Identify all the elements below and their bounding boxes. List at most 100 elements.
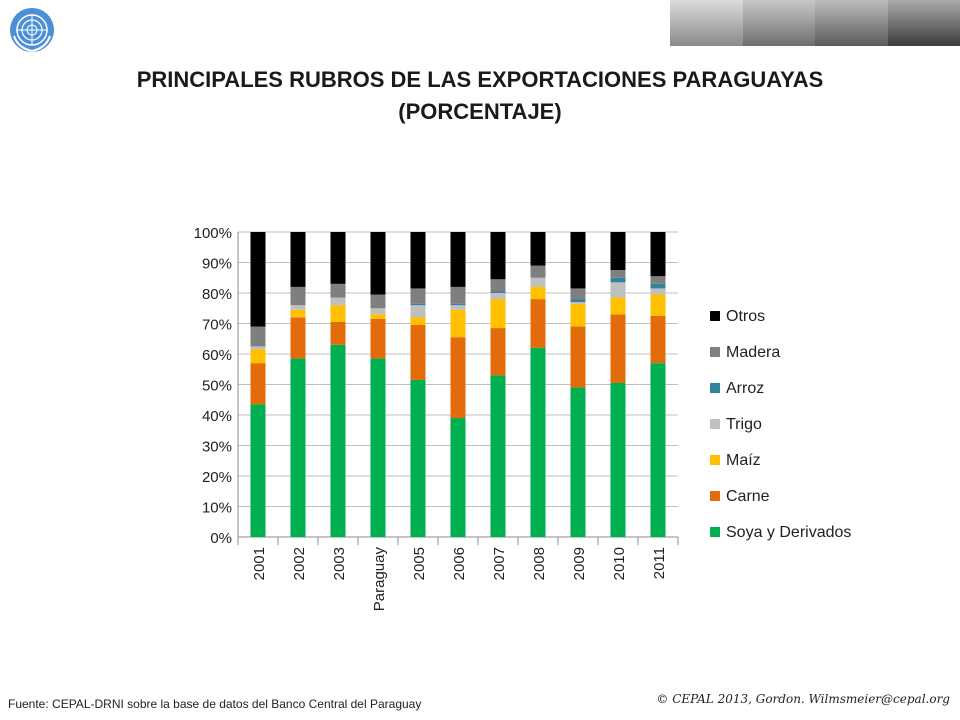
bar-segment <box>250 363 266 405</box>
bar-segment <box>370 294 386 309</box>
bar-segment <box>570 299 586 303</box>
credit-note: © CEPAL 2013, Gordon. Wilmsmeier@cepal.o… <box>656 692 950 706</box>
bar-segment <box>650 294 666 316</box>
bar-segment <box>570 303 586 327</box>
legend-label: Otros <box>726 308 765 325</box>
source-note: Fuente: CEPAL-DRNI sobre la base de dato… <box>8 697 422 711</box>
y-tick-label: 60% <box>202 347 232 364</box>
legend-label: Madera <box>726 344 780 361</box>
bar-segment <box>650 288 666 295</box>
bar-segment <box>410 325 426 380</box>
y-tick-label: 100% <box>194 225 232 242</box>
bar-segment <box>330 344 346 537</box>
bar-segment <box>250 232 266 327</box>
y-tick-label: 40% <box>202 408 232 425</box>
bar-segment <box>290 317 306 359</box>
bar-segment <box>290 309 306 318</box>
x-tick-label: 2005 <box>411 547 428 580</box>
bar-segment <box>490 375 506 537</box>
bar-segment <box>490 279 506 292</box>
bar-segment <box>370 308 386 315</box>
x-tick-label: 2006 <box>451 547 468 580</box>
bar-segment <box>610 270 626 278</box>
bar-segment <box>450 286 466 304</box>
bar-segment <box>290 286 306 306</box>
x-tick-label: 2010 <box>611 547 628 580</box>
bar-segment <box>450 303 466 306</box>
bar-segment <box>290 305 306 310</box>
bar-segment <box>450 337 466 419</box>
legend-swatch <box>710 347 720 357</box>
bar-segment <box>650 232 666 277</box>
bar-segment <box>570 326 586 388</box>
title-line-2: (PORCENTAJE) <box>398 99 562 124</box>
y-tick-label: 50% <box>202 378 232 395</box>
x-tick-label: Paraguay <box>371 547 388 612</box>
bar-segment <box>450 305 466 310</box>
legend-label: Carne <box>726 488 770 505</box>
x-tick-label: 2007 <box>491 547 508 580</box>
bar-segment <box>650 276 666 284</box>
legend-swatch <box>710 491 720 501</box>
bar-segment <box>610 277 626 283</box>
bar-segment <box>330 283 346 298</box>
bar-segment <box>370 232 386 295</box>
bar-segment <box>450 309 466 338</box>
legend-swatch <box>710 311 720 321</box>
bar-segment <box>530 286 546 300</box>
bar-segment <box>370 314 386 319</box>
y-tick-label: 70% <box>202 317 232 334</box>
bar-segment <box>530 347 546 537</box>
bar-segment <box>410 232 426 289</box>
bar-segment <box>650 315 666 364</box>
un-emblem-icon <box>10 8 54 53</box>
y-tick-label: 80% <box>202 286 232 303</box>
bar-segment <box>290 358 306 537</box>
bar-segment <box>330 321 346 345</box>
x-tick-label: 2011 <box>651 547 668 579</box>
bar-segment <box>410 379 426 537</box>
x-tick-label: 2002 <box>291 547 308 580</box>
bar-segment <box>410 305 426 318</box>
bar-segment <box>250 326 266 347</box>
bar-segment <box>650 363 666 537</box>
legend-swatch <box>710 419 720 429</box>
bar-segment <box>410 288 426 304</box>
y-tick-label: 10% <box>202 500 232 517</box>
bar-segment <box>330 297 346 306</box>
bar-segment <box>370 318 386 359</box>
bar-segment <box>610 297 626 315</box>
bar-segment <box>330 305 346 322</box>
x-tick-label: 2009 <box>571 547 588 580</box>
bar-segment <box>570 232 586 289</box>
bar-segment <box>570 387 586 537</box>
y-tick-label: 30% <box>202 439 232 456</box>
bar-segment <box>330 232 346 284</box>
bar-segment <box>530 232 546 266</box>
bar-segment <box>450 418 466 537</box>
bar-segment <box>410 317 426 326</box>
bar-segment <box>610 382 626 537</box>
bar-segment <box>290 232 306 287</box>
bar-segment <box>530 299 546 348</box>
bar-segment <box>490 291 506 293</box>
bar-segment <box>370 358 386 537</box>
header-port-photos <box>670 0 960 46</box>
x-tick-label: 2003 <box>331 547 348 580</box>
bar-segment <box>570 288 586 300</box>
bar-segment <box>490 299 506 329</box>
page-title: PRINCIPALES RUBROS DE LAS EXPORTACIONES … <box>0 64 960 128</box>
bar-segment <box>250 349 266 364</box>
bar-segment <box>250 346 266 350</box>
bar-segment <box>530 265 546 278</box>
y-tick-label: 20% <box>202 469 232 486</box>
bar-segment <box>530 277 546 287</box>
bar-segment <box>610 282 626 298</box>
bar-segment <box>650 283 666 289</box>
legend-swatch <box>710 383 720 393</box>
legend-swatch <box>710 527 720 537</box>
legend-label: Soya y Derivados <box>726 524 851 541</box>
bar-segment <box>490 232 506 280</box>
bar-segment <box>610 314 626 383</box>
y-tick-label: 90% <box>202 256 232 273</box>
